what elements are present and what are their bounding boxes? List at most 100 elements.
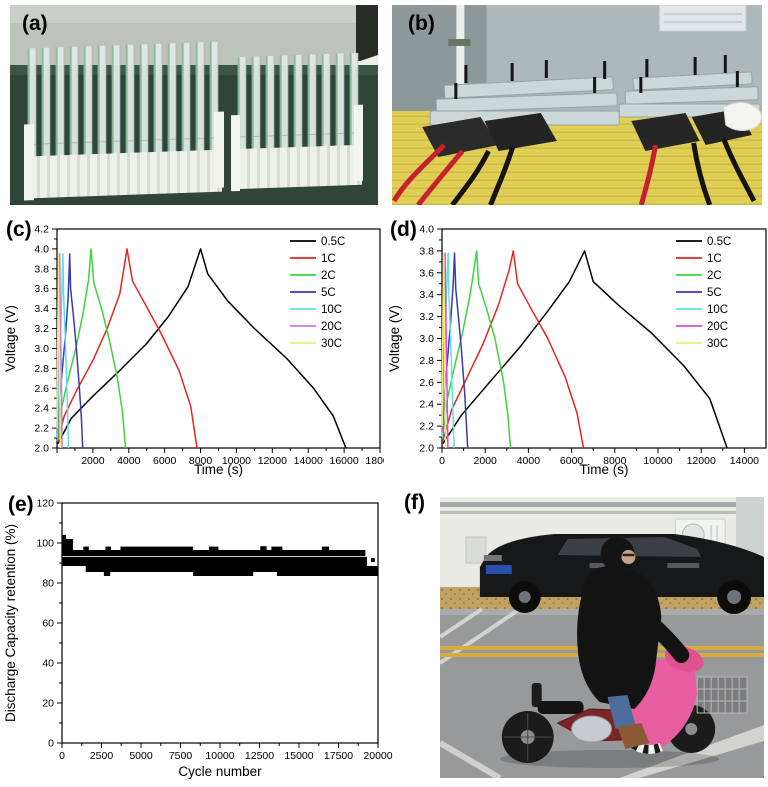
svg-text:15000: 15000: [284, 750, 313, 762]
svg-text:0: 0: [48, 738, 54, 750]
svg-text:4.2: 4.2: [34, 224, 49, 236]
svg-text:2000: 2000: [474, 455, 498, 467]
svg-text:4000: 4000: [517, 455, 541, 467]
svg-text:2.4: 2.4: [419, 399, 434, 411]
svg-text:5000: 5000: [129, 750, 153, 762]
svg-text:60: 60: [42, 618, 54, 630]
svg-text:3.2: 3.2: [34, 323, 49, 335]
photo-assembled-cells: (b): [392, 5, 762, 205]
svg-text:5C: 5C: [707, 287, 722, 299]
wall-highlight: [10, 5, 378, 23]
svg-text:20C: 20C: [707, 321, 728, 333]
svg-text:1C: 1C: [707, 253, 722, 265]
svg-text:30C: 30C: [321, 338, 342, 350]
white-lane-line: [440, 740, 502, 778]
svg-text:2000: 2000: [81, 455, 105, 467]
chart-panel-d: (d) 020004000600080001000012000140001600…: [384, 213, 768, 485]
svg-text:3.0: 3.0: [34, 343, 49, 355]
rack-left: [24, 41, 224, 201]
svg-text:0.5C: 0.5C: [707, 236, 731, 248]
cell-stack-right: [618, 55, 761, 205]
svg-text:10000: 10000: [222, 455, 251, 467]
svg-text:1C: 1C: [321, 253, 336, 265]
trunk-chrome: [483, 555, 502, 561]
rack-base-right: [234, 144, 362, 190]
svg-text:2.2: 2.2: [34, 423, 49, 435]
svg-text:2.6: 2.6: [419, 377, 434, 389]
svg-text:4000: 4000: [117, 455, 141, 467]
clamp: [484, 113, 557, 151]
svg-text:3.2: 3.2: [419, 311, 434, 323]
red-wire: [416, 149, 465, 205]
glass-plates-left: [26, 41, 222, 161]
svg-text:3.6: 3.6: [34, 283, 49, 295]
pipe: [440, 511, 764, 514]
svg-text:6000: 6000: [560, 455, 584, 467]
photo-a-scene: [10, 5, 378, 205]
svg-text:0.5C: 0.5C: [321, 236, 345, 248]
vent: [658, 5, 747, 32]
svg-text:10C: 10C: [321, 304, 342, 316]
svg-text:3.4: 3.4: [419, 289, 434, 301]
hub: [685, 723, 698, 735]
svg-text:Time (s): Time (s): [580, 462, 629, 477]
chart-panel-c: (c) 2000 4000 6000 8000 10000 12000 14000 16000…: [0, 213, 384, 485]
svg-text:2.4: 2.4: [34, 403, 49, 415]
wall-window: [465, 536, 487, 564]
svg-text:3.0: 3.0: [419, 333, 434, 345]
svg-text:120: 120: [36, 498, 54, 510]
cell-plate: [624, 86, 759, 105]
svg-text:20000: 20000: [363, 750, 392, 762]
svg-text:0: 0: [439, 455, 445, 467]
black-wire: [721, 138, 757, 203]
svg-text:10C: 10C: [707, 304, 728, 316]
svg-text:12000: 12000: [687, 455, 716, 467]
red-wire: [638, 144, 658, 205]
panel-label-a: (a): [22, 12, 48, 35]
rack-right: [231, 52, 363, 192]
arm: [636, 609, 690, 663]
black-wire: [691, 142, 713, 205]
svg-text:16000: 16000: [330, 455, 359, 467]
face: [621, 550, 636, 564]
panel-label-d: (d): [390, 218, 417, 241]
tissue: [723, 102, 762, 131]
seat: [537, 701, 584, 714]
rack-base-left: [26, 149, 222, 199]
cell-plate: [632, 71, 753, 91]
svg-text:2500: 2500: [90, 750, 114, 762]
svg-text:7500: 7500: [169, 750, 193, 762]
rack-post: [24, 124, 34, 201]
svg-text:17500: 17500: [324, 750, 353, 762]
svg-text:5C: 5C: [321, 287, 336, 299]
svg-text:10000: 10000: [205, 750, 234, 762]
svg-text:Cycle number: Cycle number: [178, 764, 262, 779]
svg-text:14000: 14000: [730, 455, 759, 467]
svg-text:10000: 10000: [643, 455, 672, 467]
rack-post: [214, 111, 224, 188]
svg-text:3.8: 3.8: [419, 245, 434, 257]
hub: [518, 591, 531, 603]
pipe-bracket: [448, 39, 471, 46]
cell-stack-left: [392, 60, 620, 205]
rack-post: [231, 114, 240, 192]
svg-text:Discharge Capacity retention (: Discharge Capacity retention (%): [3, 524, 18, 722]
door-handle: [667, 563, 700, 568]
photo-electrode-racks: (a): [10, 5, 378, 205]
svg-text:Voltage (V): Voltage (V): [387, 305, 402, 372]
panel-label-c: (c): [6, 218, 32, 241]
svg-text:80: 80: [42, 578, 54, 590]
svg-text:2.8: 2.8: [34, 363, 49, 375]
photo-b-scene: [392, 5, 762, 205]
black-wire: [488, 146, 516, 205]
license-plate: [485, 565, 512, 574]
chart-panel-e: (e) 0 2500 5000 7500 10000 12500 15000 17500 200…: [0, 488, 414, 787]
svg-text:12000: 12000: [258, 455, 287, 467]
shadow: [499, 750, 720, 768]
svg-text:8000: 8000: [603, 455, 627, 467]
capacity-retention-chart-e: 0 2500 5000 7500 10000 12500 15000 17500 20000 0 2…: [3, 498, 393, 780]
svg-text:4.0: 4.0: [34, 243, 49, 255]
svg-text:20C: 20C: [321, 321, 342, 333]
panel-label-b: (b): [408, 12, 435, 35]
